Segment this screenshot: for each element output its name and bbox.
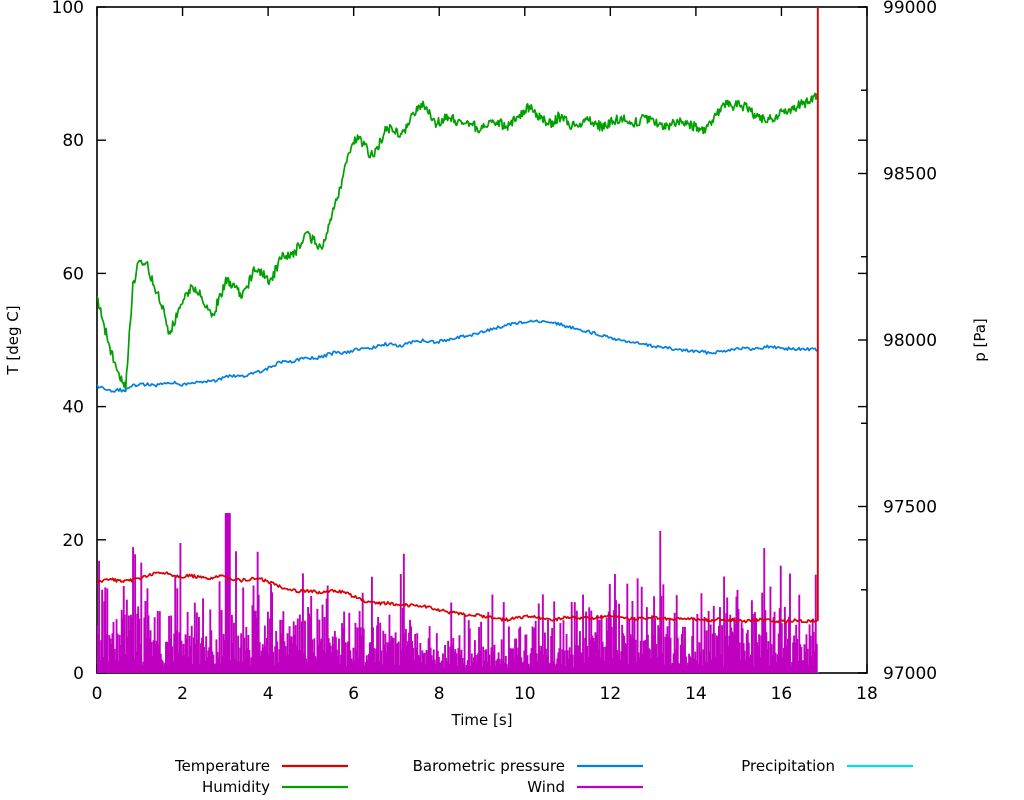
plot-frame [96, 6, 868, 674]
series-barometric-pressure-line [97, 319, 819, 393]
series-wind-impulses [97, 513, 818, 673]
x-axis-tick-label: 16 [771, 684, 793, 704]
y2-axis-tick-label: 98500 [883, 165, 937, 185]
series-group [97, 7, 819, 673]
legend-entry-wind: Wind [527, 778, 643, 796]
x-axis-tick-label: 10 [514, 684, 536, 704]
x-axis-tick-label: 6 [348, 684, 359, 704]
y-axis-tick-label: 20 [62, 531, 84, 551]
y-axis-tick-label: 0 [73, 664, 84, 684]
x-axis-tick-label: 0 [92, 684, 103, 704]
x-axis-tick-label: 12 [600, 684, 622, 704]
legend-label: Barometric pressure [413, 757, 565, 775]
y-axis-tick-label: 60 [62, 264, 84, 284]
legend-entry-humidity: Humidity [202, 778, 348, 796]
legend-entry-precipitation: Precipitation [741, 757, 913, 775]
y2-axis-title: p [Pa] [971, 318, 989, 362]
series-humidity-line [97, 92, 819, 393]
legend-label: Temperature [174, 757, 270, 775]
x-axis-tick-label: 8 [434, 684, 445, 704]
y-axis-tick-label: 80 [62, 131, 84, 151]
y-axis-tick-label: 100 [52, 0, 84, 18]
x-axis-tick-label: 18 [856, 684, 878, 704]
legend-entry-temperature: Temperature [174, 757, 348, 775]
legend-label: Wind [527, 778, 565, 796]
x-axis-title: Time [s] [451, 711, 513, 729]
legend-entry-barometric-pressure: Barometric pressure [413, 757, 643, 775]
x-axis-tick-label: 2 [177, 684, 188, 704]
y2-axis-tick-label: 99000 [883, 0, 937, 18]
y2-axis-tick-label: 98000 [883, 331, 937, 351]
x-axis-tick-label: 4 [263, 684, 274, 704]
legend-label: Humidity [202, 778, 270, 796]
x-axis-tick-label: 14 [685, 684, 707, 704]
series-temperature-line [97, 571, 819, 624]
y-axis-title: T [deg C] [4, 305, 22, 375]
y2-axis-tick-label: 97000 [883, 664, 937, 684]
y-axis-tick-label: 40 [62, 398, 84, 418]
legend-label: Precipitation [741, 757, 835, 775]
y2-axis-tick-label: 97500 [883, 498, 937, 518]
